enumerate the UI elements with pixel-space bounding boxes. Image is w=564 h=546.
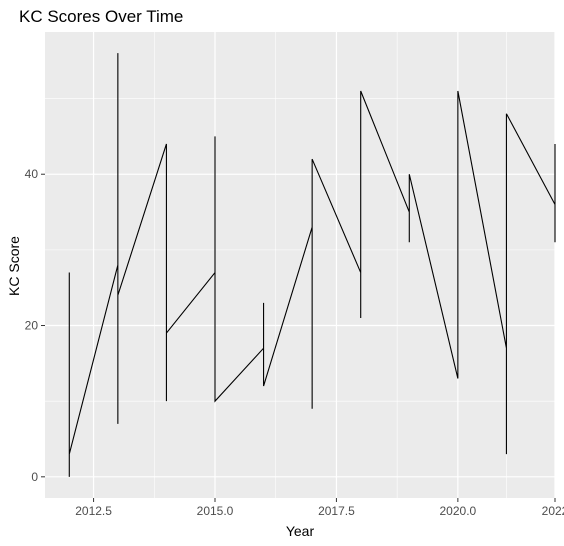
- x-axis: 2012.5 2015.0 2017.5 2020.0 2022: [75, 498, 564, 518]
- plot-panel: [45, 32, 555, 498]
- series-line: [68, 53, 556, 477]
- y-tick-label: 20: [25, 319, 39, 333]
- x-tick-label: 2012.5: [75, 504, 112, 518]
- y-tick-label: 0: [31, 470, 38, 484]
- y-axis: 0 20 40: [25, 167, 45, 484]
- x-axis-title: Year: [286, 523, 315, 539]
- chart-title: KC Scores Over Time: [19, 7, 183, 26]
- x-tick-label: 2017.5: [318, 504, 355, 518]
- y-tick-label: 40: [25, 167, 39, 181]
- y-axis-title: KC Score: [6, 236, 22, 296]
- x-tick-label: 2020.0: [440, 504, 477, 518]
- x-tick-label: 2022: [542, 504, 564, 518]
- x-tick-label: 2015.0: [197, 504, 234, 518]
- data-layer: [68, 53, 556, 477]
